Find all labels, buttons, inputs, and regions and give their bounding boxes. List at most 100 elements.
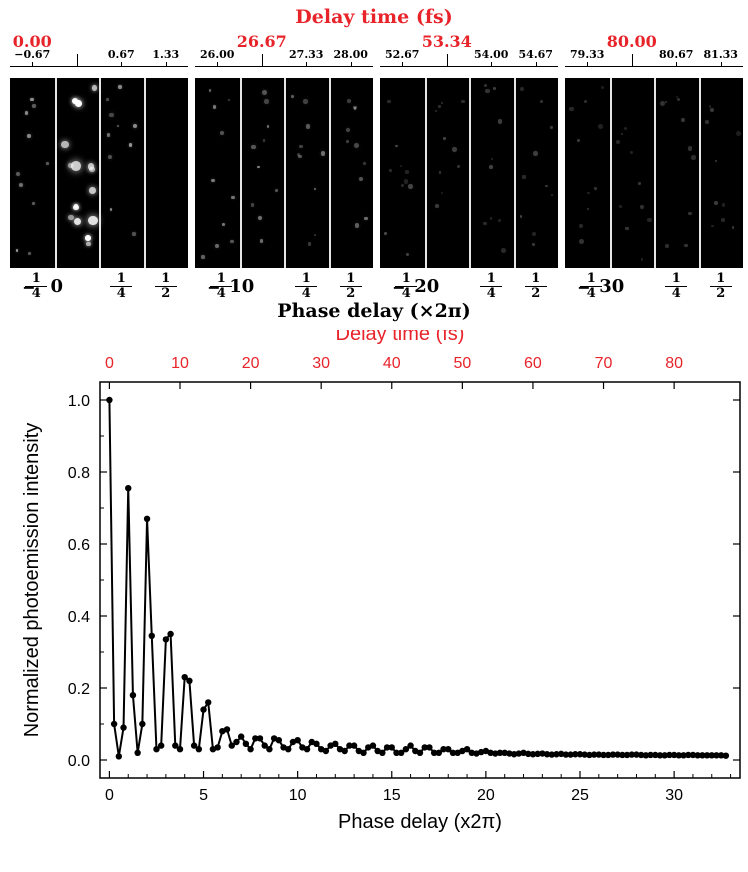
data-point [421, 744, 428, 751]
bright-spot [227, 98, 230, 101]
bright-spot [262, 139, 266, 142]
x-tick-label: 25 [571, 787, 589, 804]
delay-tick [350, 62, 352, 66]
delay-tick [121, 62, 123, 66]
image-frame [143, 78, 189, 268]
data-point [266, 746, 273, 753]
data-point [256, 735, 264, 742]
bright-spot [67, 163, 73, 169]
bright-spot [615, 139, 621, 145]
data-point [699, 752, 706, 759]
bright-spot [74, 99, 83, 108]
data-point [275, 737, 283, 744]
data-point [106, 396, 113, 404]
bright-spot [19, 182, 24, 187]
bright-spot [221, 222, 226, 227]
bright-spot [215, 243, 220, 248]
bright-spot [131, 232, 136, 237]
delay-tick [261, 54, 263, 66]
top-tick-label: 30 [312, 355, 330, 372]
bright-spot [452, 146, 457, 152]
top-tick-label: 50 [453, 355, 471, 372]
image-frame [565, 78, 610, 268]
image-frame [380, 78, 425, 268]
bright-spot [88, 187, 96, 195]
bright-spot [704, 119, 709, 124]
bright-spot [106, 98, 109, 101]
image-frame [424, 78, 470, 268]
bright-spot [691, 155, 696, 160]
bright-spot [219, 131, 224, 136]
image-group-1 [10, 78, 188, 268]
delay-tick-label: 79.33 [570, 48, 605, 61]
bright-spot [320, 151, 326, 156]
plot-frame [99, 381, 741, 779]
data-point [261, 742, 268, 749]
bright-spot [500, 247, 506, 253]
bright-spot [623, 126, 627, 130]
bright-spot [353, 107, 357, 111]
bright-spot [16, 171, 21, 176]
bright-spot [345, 127, 351, 133]
data-point [223, 726, 231, 733]
image-group-4 [565, 78, 743, 268]
bright-spot [305, 124, 311, 129]
bright-spot [435, 203, 439, 208]
data-point [670, 751, 678, 759]
bright-spot [438, 105, 441, 108]
bright-spot [384, 232, 387, 235]
bright-spot [46, 162, 49, 165]
bright-spot [403, 179, 409, 184]
bright-spot [442, 136, 447, 141]
delay-tick [720, 62, 722, 66]
y-tick-label: 1.0 [68, 393, 90, 410]
bright-spot [713, 200, 718, 206]
data-point [525, 750, 532, 758]
bright-spot [593, 186, 598, 191]
bright-spot [676, 97, 680, 101]
data-point [492, 750, 499, 757]
data-point [162, 636, 170, 643]
bright-spot [618, 204, 622, 208]
data-point [614, 751, 621, 758]
data-point [553, 751, 560, 758]
data-point [148, 632, 155, 639]
y-axis-title: Normalized photoemission intensity [21, 423, 43, 738]
phase-minus-sign: − [577, 278, 591, 297]
bright-spot [405, 170, 410, 175]
data-point [233, 738, 240, 746]
data-point [430, 749, 438, 756]
data-point [167, 630, 174, 638]
bright-spot [620, 132, 624, 135]
series-line [108, 399, 726, 757]
bright-spot [660, 100, 666, 106]
bright-spot [731, 226, 735, 229]
data-point [605, 751, 612, 759]
bright-spot [532, 232, 537, 236]
data-point [153, 746, 160, 753]
data-point [190, 742, 198, 749]
bright-spot [345, 140, 349, 144]
bright-spot [684, 243, 689, 248]
data-point [129, 692, 137, 699]
x-tick-label: 10 [289, 787, 307, 804]
bright-spot [489, 165, 493, 169]
bright-spot [91, 85, 98, 91]
bright-spot [211, 179, 215, 183]
bright-spot [354, 142, 360, 148]
bright-spot [601, 86, 605, 90]
bright-spot [297, 152, 301, 156]
bright-spot [88, 215, 98, 226]
bright-spot [665, 100, 668, 103]
delay-tick-label: −0.67 [14, 48, 51, 61]
bright-spot [577, 138, 581, 142]
bright-spot [491, 157, 494, 161]
bright-spot [532, 243, 535, 247]
bright-spot [274, 189, 278, 193]
bright-spot [569, 106, 574, 111]
data-point [313, 740, 320, 747]
bright-spot [457, 164, 460, 168]
top-tick-label: 70 [595, 355, 613, 372]
bright-spot [262, 90, 268, 96]
